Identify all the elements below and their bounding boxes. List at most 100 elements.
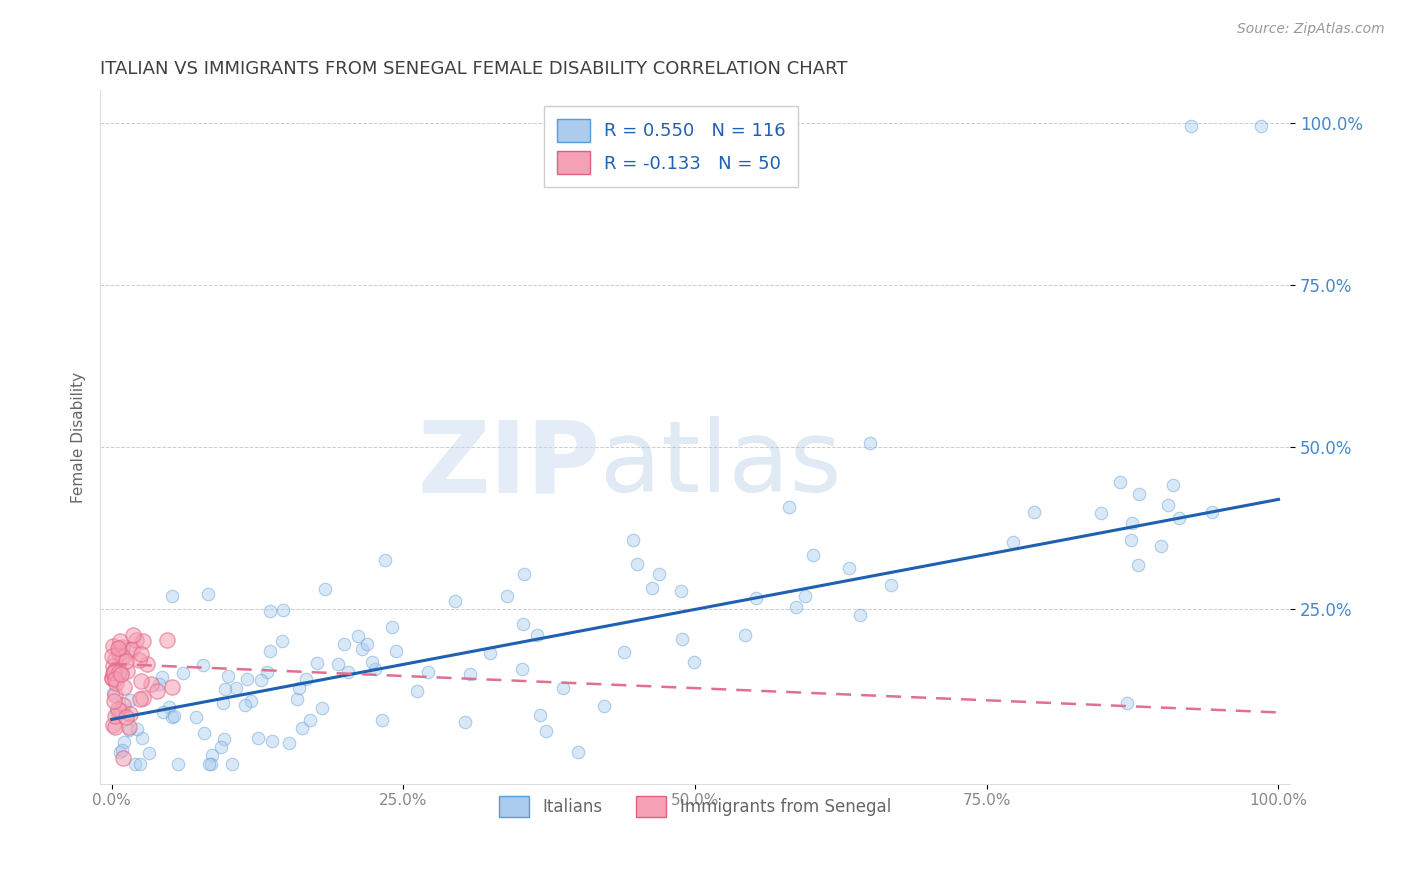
Point [112,735,135,749]
Point [285,692,308,706]
Point [201,748,224,763]
Point [146,684,169,698]
Point [478,646,501,660]
Point [648,567,671,582]
Point [641,581,664,595]
Point [129,673,152,688]
Point [859,436,882,450]
Point [350,642,373,657]
Point [101,671,124,685]
Point [1126,558,1149,572]
Point [734,628,756,642]
Point [112,650,135,665]
Point [105,676,128,690]
Point [209,740,232,755]
Point [125,722,148,736]
Point [104,706,127,720]
Point [1250,119,1272,133]
Point [671,632,693,647]
Point [107,659,129,673]
Point [271,603,294,617]
Point [107,641,129,656]
Point [118,643,141,657]
Point [1161,477,1184,491]
Point [778,500,800,514]
Point [131,731,153,746]
Point [110,666,132,681]
Point [299,713,322,727]
Point [513,566,536,581]
Point [160,680,183,694]
Point [129,757,152,772]
Point [406,684,429,698]
Point [103,688,125,702]
Point [785,599,807,614]
Point [104,663,127,677]
Point [794,589,817,603]
Point [138,746,160,760]
Point [444,594,467,608]
Point [880,578,903,592]
Point [361,655,384,669]
Point [104,708,127,723]
Point [101,717,124,731]
Point [156,633,179,648]
Point [152,706,174,720]
Point [214,682,236,697]
Point [567,745,589,759]
Point [150,670,173,684]
Point [121,642,143,657]
Point [236,673,259,687]
Point [108,642,131,657]
Point [101,639,124,653]
Point [1119,533,1142,547]
Point [148,677,170,691]
Point [336,665,359,679]
Point [111,640,134,654]
Text: Source: ZipAtlas.com: Source: ZipAtlas.com [1237,22,1385,37]
Point [1150,539,1173,553]
Point [101,658,124,673]
Point [314,582,336,596]
Point [112,680,135,694]
Point [682,655,704,669]
Point [1001,534,1024,549]
Point [1109,475,1132,490]
Point [107,640,129,655]
Point [212,732,235,747]
Point [132,691,155,706]
Point [160,710,183,724]
Point [669,583,692,598]
Point [217,669,239,683]
Point [256,665,278,679]
Point [510,662,533,676]
Point [132,634,155,648]
Point [172,665,194,680]
Legend: Italians, Immigrants from Senegal: Italians, Immigrants from Senegal [492,789,897,824]
Point [333,637,356,651]
Point [103,720,125,734]
Point [108,746,131,760]
Point [526,628,548,642]
Point [120,706,142,721]
Point [191,658,214,673]
Point [125,633,148,648]
Point [107,646,129,660]
Point [328,657,350,671]
Point [110,650,132,665]
Point [197,587,219,601]
Point [529,708,551,723]
Point [118,723,141,738]
Point [512,616,534,631]
Point [160,589,183,603]
Point [495,590,517,604]
Point [247,731,270,745]
Point [167,757,190,772]
Point [104,673,127,687]
Point [848,607,870,622]
Point [186,709,208,723]
Point [115,710,138,724]
Text: ZIP: ZIP [418,417,600,513]
Point [278,736,301,750]
Point [458,666,481,681]
